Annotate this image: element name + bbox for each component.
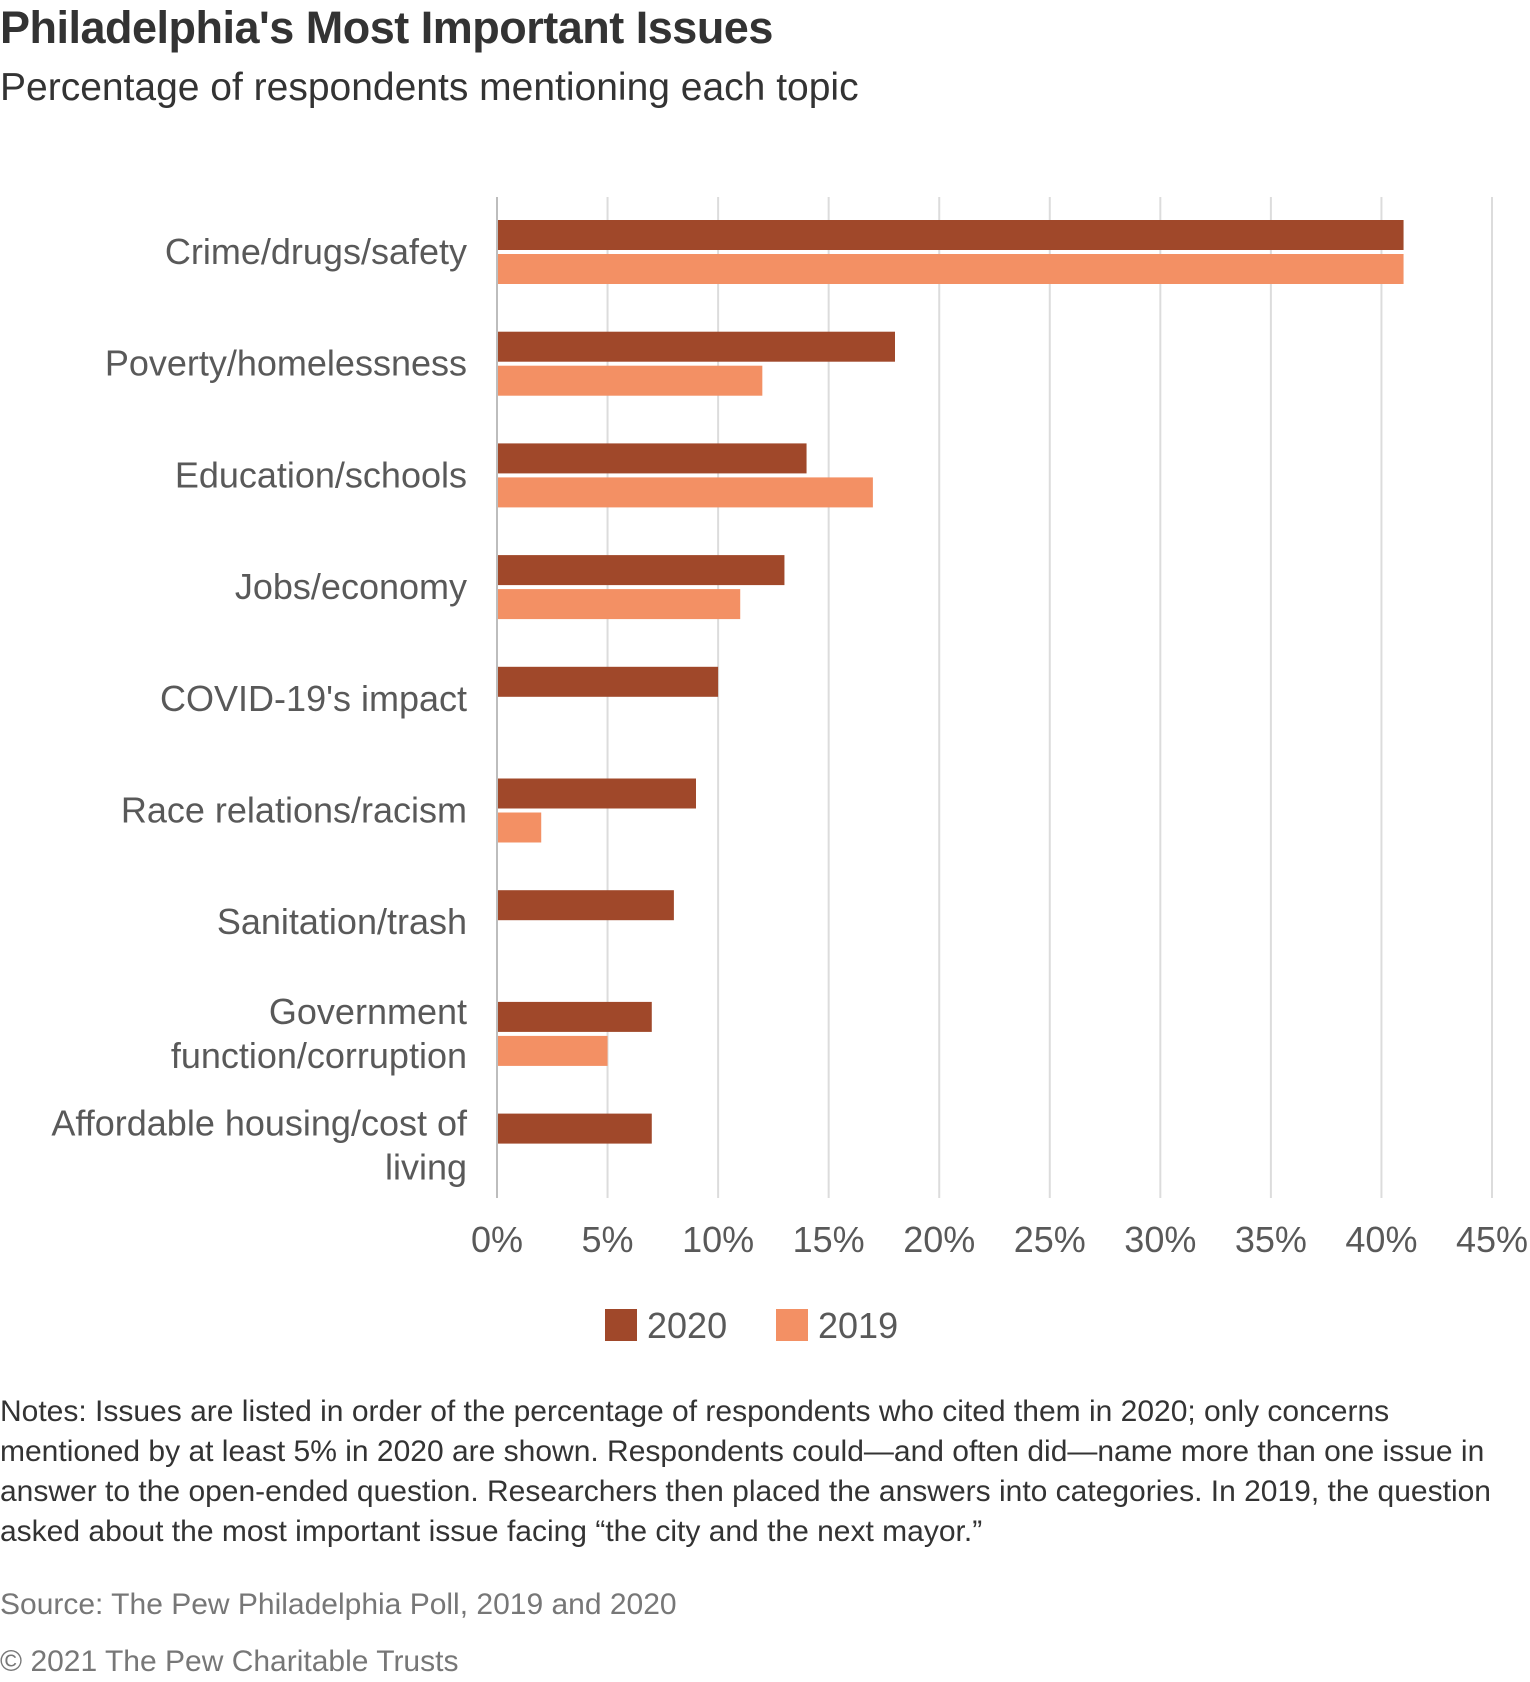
- chart-source: Source: The Pew Philadelphia Poll, 2019 …: [0, 1588, 677, 1621]
- bar-2020: [498, 890, 674, 921]
- category-label: Crime/drugs/safety: [165, 231, 467, 272]
- category-label: Race relations/racism: [121, 790, 467, 831]
- x-tick-label: 5%: [582, 1219, 634, 1260]
- category-label: Sanitation/trash: [217, 901, 467, 942]
- x-tick-label: 25%: [1014, 1219, 1086, 1260]
- bar-2019: [498, 1035, 608, 1066]
- category-label: function/corruption: [171, 1035, 467, 1076]
- bar-2019: [498, 589, 741, 620]
- x-tick-label: 15%: [793, 1219, 865, 1260]
- x-tick-label: 35%: [1235, 1219, 1307, 1260]
- legend-swatch-2020: [605, 1309, 637, 1341]
- bar-2020: [498, 1001, 652, 1032]
- bar-2020: [498, 1113, 652, 1144]
- bar-chart: 0% 5% 10% 15% 20% 25% 30% 35% 40% 45% Crime/drugs/…: [51, 197, 1528, 1346]
- chart-title: Philadelphia's Most Important Issues: [0, 2, 773, 53]
- category-label: Government: [269, 991, 467, 1032]
- category-label: Poverty/homelessness: [105, 343, 467, 384]
- bar-2019: [498, 254, 1404, 284]
- category-label: Education/schools: [175, 454, 467, 495]
- bar-2020: [498, 331, 895, 362]
- bar-2020: [498, 555, 785, 586]
- bar-2019: [498, 812, 542, 843]
- category-label: Jobs/economy: [235, 566, 467, 607]
- category-label: COVID-19's impact: [160, 678, 467, 719]
- bar-2020: [498, 443, 807, 474]
- bar-2019: [498, 365, 763, 396]
- category-label: living: [385, 1147, 467, 1188]
- x-tick-label: 0%: [471, 1219, 523, 1260]
- x-tick-label: 45%: [1456, 1219, 1528, 1260]
- category-label: Affordable housing/cost of: [51, 1103, 468, 1144]
- x-tick-label: 20%: [903, 1219, 975, 1260]
- x-tick-label: 40%: [1345, 1219, 1417, 1260]
- bar-2020: [498, 220, 1404, 250]
- legend-label: 2020: [647, 1305, 727, 1346]
- x-tick-label: 10%: [682, 1219, 754, 1260]
- legend-label: 2019: [818, 1305, 898, 1346]
- bar-2020: [498, 778, 696, 809]
- bar-2020: [498, 666, 719, 697]
- chart-subtitle: Percentage of respondents mentioning eac…: [0, 66, 859, 109]
- copyright: © 2021 The Pew Charitable Trusts: [0, 1645, 459, 1678]
- x-tick-label: 30%: [1124, 1219, 1196, 1260]
- legend-swatch-2019: [776, 1309, 808, 1341]
- bar-2019: [498, 477, 873, 508]
- chart-notes: Notes: Issues are listed in order of the…: [0, 1395, 1491, 1548]
